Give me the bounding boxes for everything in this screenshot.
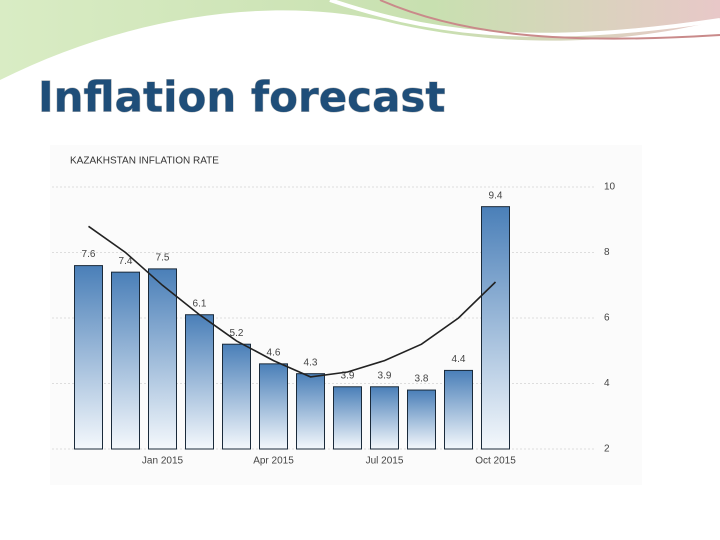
plot: 2 4 6 8 10 7.6 7.4 Jan 2015 7.5 6.1 5.2 Apr 2015 4.6… xyxy=(52,182,616,467)
value-label: 3.9 xyxy=(378,370,392,381)
y-tick-label: 2 xyxy=(604,444,610,455)
bar xyxy=(185,314,214,450)
bar xyxy=(407,389,436,450)
x-tick-label: Jan 2015 xyxy=(142,456,184,467)
decor-swoosh xyxy=(0,0,720,80)
value-label: 7.5 xyxy=(156,253,170,264)
x-tick-label: Apr 2015 xyxy=(253,456,294,467)
bar xyxy=(111,271,140,450)
value-label: 4.4 xyxy=(452,354,466,365)
bar xyxy=(259,363,288,450)
chart-title: KAZAKHSTAN INFLATION RATE xyxy=(70,156,219,167)
value-label: 7.6 xyxy=(82,249,96,260)
bar xyxy=(370,386,399,450)
value-label: 6.1 xyxy=(193,298,207,309)
trend-line xyxy=(88,225,497,378)
x-tick-label: Jul 2015 xyxy=(366,456,404,467)
bar xyxy=(148,268,177,450)
y-tick-label: 10 xyxy=(604,182,616,193)
value-label: 4.3 xyxy=(304,357,318,368)
bar xyxy=(444,369,473,450)
value-label: 7.4 xyxy=(119,256,133,267)
value-label: 3.8 xyxy=(415,374,429,385)
value-label: 4.6 xyxy=(267,347,281,358)
decor-line xyxy=(329,0,720,37)
value-label: 5.2 xyxy=(230,328,244,339)
decor-line xyxy=(379,0,720,40)
y-tick-label: 8 xyxy=(604,247,610,258)
x-tick-label: Oct 2015 xyxy=(475,456,516,467)
value-label: 9.4 xyxy=(489,190,503,201)
bar xyxy=(222,343,251,450)
bar xyxy=(296,373,325,450)
bar xyxy=(74,265,103,450)
value-label: 3.9 xyxy=(341,370,355,381)
bar xyxy=(481,206,510,450)
y-tick-label: 6 xyxy=(604,313,610,324)
bar xyxy=(333,386,362,450)
y-tick-label: 4 xyxy=(604,378,610,389)
slide-title: Inflation forecast xyxy=(38,73,446,122)
